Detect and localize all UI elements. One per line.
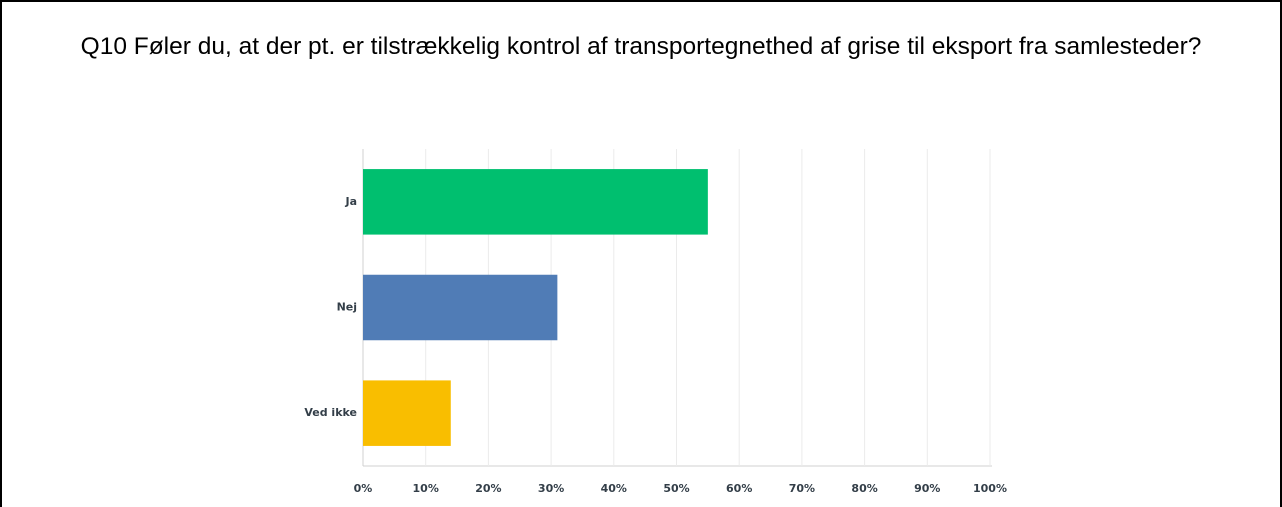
- x-tick-label: 100%: [973, 482, 1007, 495]
- y-tick-label: Nej: [337, 301, 357, 314]
- x-tick-label: 50%: [663, 482, 689, 495]
- x-tick-label: 90%: [914, 482, 940, 495]
- x-tick-label: 10%: [413, 482, 439, 495]
- x-tick-label: 60%: [726, 482, 752, 495]
- x-tick-label: 80%: [851, 482, 877, 495]
- bar: [363, 274, 558, 341]
- x-tick-label: 40%: [601, 482, 627, 495]
- y-tick-label: Ved ikke: [304, 406, 357, 419]
- x-tick-label: 70%: [789, 482, 815, 495]
- y-tick-label: Ja: [344, 195, 357, 208]
- x-tick-label: 20%: [475, 482, 501, 495]
- x-tick-label: 0%: [354, 482, 373, 495]
- bar: [363, 169, 708, 235]
- bar: [363, 380, 451, 446]
- x-tick-label: 30%: [538, 482, 564, 495]
- chart-title: Q10 Føler du, at der pt. er tilstrækkeli…: [80, 33, 1202, 60]
